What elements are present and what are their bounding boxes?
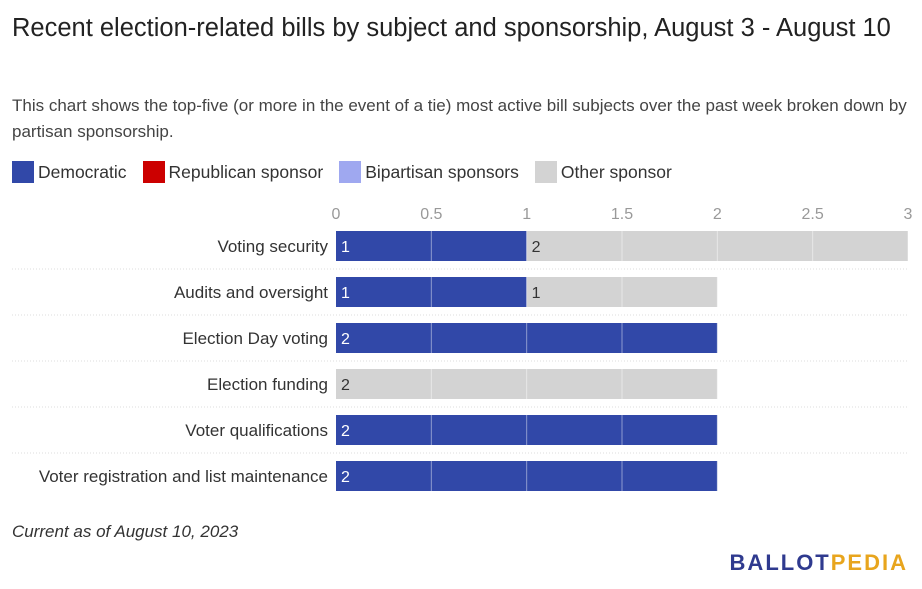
bar-segment [336,415,718,445]
ballotpedia-logo: BALLOTPEDIA [730,550,908,576]
legend-item-democratic: Democratic [12,161,127,183]
legend-label-republican: Republican sponsor [168,161,324,182]
legend-swatch-democratic [12,161,34,183]
x-tick-label: 2 [713,206,722,223]
data-label: 2 [341,423,350,440]
category-label: Voter registration and list maintenance [39,467,328,486]
legend-label-democratic: Democratic [38,161,127,182]
bar-segment [336,369,718,399]
x-tick-label: 3 [904,206,913,223]
data-label: 1 [341,239,350,256]
legend: Democratic Republican sponsor Bipartisan… [12,161,688,183]
legend-item-bipartisan: Bipartisan sponsors [339,161,519,183]
x-tick-label: 1.5 [611,206,633,223]
x-tick-label: 0 [332,206,341,223]
legend-label-other: Other sponsor [560,161,672,182]
data-label: 1 [341,285,350,302]
bar-segment [526,231,908,261]
chart-subtitle: This chart shows the top-five (or more i… [12,96,907,141]
x-tick-label: 2.5 [802,206,824,223]
data-label: 2 [341,331,350,348]
category-label: Voting security [217,237,328,256]
x-tick-label: 0.5 [420,206,442,223]
legend-label-bipartisan: Bipartisan sponsors [365,161,519,182]
legend-swatch-republican [142,161,165,183]
footnote: Current as of August 10, 2023 [12,522,239,541]
category-label: Audits and oversight [174,283,328,302]
logo-text-ballot: BALLOT [729,550,831,575]
data-label: 2 [341,469,350,486]
bar-segment [526,277,718,307]
data-label: 1 [532,285,541,302]
bar-segment [336,277,527,307]
category-label: Election Day voting [182,329,328,348]
category-label: Voter qualifications [185,421,328,440]
bar-segment [336,231,527,261]
category-label: Election funding [207,375,328,394]
bar-segment [336,461,718,491]
bar-segment [336,323,718,353]
legend-item-republican: Republican sponsor [142,161,324,183]
x-tick-label: 1 [522,206,531,223]
legend-item-other: Other sponsor [534,161,672,183]
chart-title: Recent election-related bills by subject… [12,14,891,42]
logo-text-pedia: PEDIA [830,550,908,575]
data-label: 2 [532,239,541,256]
legend-swatch-other [534,161,557,183]
legend-swatch-bipartisan [339,161,362,183]
data-label: 2 [341,377,350,394]
